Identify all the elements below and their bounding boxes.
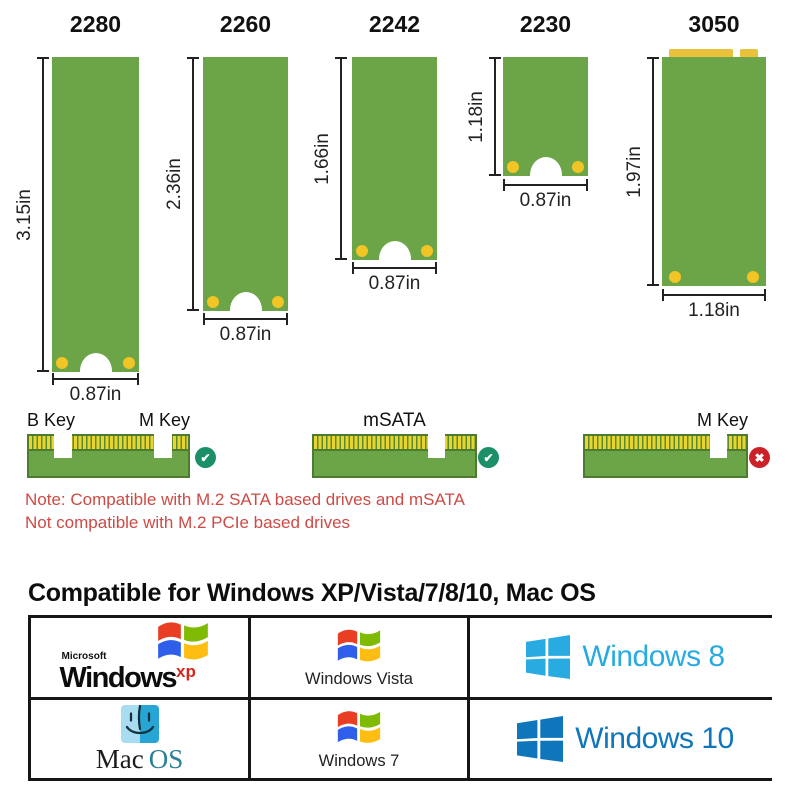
screw-notch [529,157,562,176]
m-key-notch [154,434,172,458]
os-compatibility-heading: Compatible for Windows XP/Vista/7/8/10, … [28,579,596,607]
mount-hole [421,245,433,257]
mac-wordmark: Mac [95,744,144,775]
connector-tab [669,49,733,57]
mount-hole [123,357,135,369]
xp-suffix: xp [176,662,196,682]
width-dimension-label: 0.87in [519,190,572,211]
windows-xp-logo: Microsoft Windowsxp [60,621,220,693]
finder-icon [120,704,160,744]
windows-xp-cell: Microsoft Windowsxp [31,618,248,697]
windows-tile-icon [526,635,570,679]
card-label-2280: 2280 [69,11,122,37]
dimension-line-horizontal [203,313,288,325]
b-key-notch [54,434,72,458]
m-key-notch [710,434,727,458]
compatibility-note: Note: Compatible with M.2 SATA based dri… [25,488,465,534]
windows-flag-icon [336,626,382,667]
width-dimension-label: 1.18in [688,300,740,321]
note-line-1: Note: Compatible with M.2 SATA based dri… [25,490,465,509]
windows-flag-icon [336,707,382,749]
dimension-line-horizontal [662,289,766,301]
mount-hole [572,161,584,173]
screw-notch [229,292,262,311]
m-key-connector [583,434,748,478]
mount-hole [56,357,68,369]
windows-8-wordmark: Windows 8 [582,640,725,674]
dimension-line-vertical [37,57,49,372]
msata-connector [312,434,477,478]
cross-icon: ✖ [749,447,770,468]
b-key-label: B Key [27,410,76,430]
mount-hole [272,296,284,308]
card-label-2242: 2242 [368,11,421,37]
dimension-line-horizontal [52,373,139,385]
os-compatibility-table: Microsoft Windowsxp Windows Vista Window… [28,615,781,781]
width-dimension-label: 0.87in [219,324,272,345]
mount-hole [747,271,759,283]
ssd-card-2280 [52,57,139,372]
height-dimension-label: 1.97in [624,145,645,198]
gold-fingers [312,434,477,451]
ssd-card-2230 [503,57,588,176]
height-dimension-label: 2.36in [164,158,185,210]
b-m-key-connector [27,434,190,478]
gold-fingers [583,434,748,451]
mount-hole [356,245,368,257]
dimension-line-vertical [335,57,347,260]
height-dimension-label: 1.66in [312,132,333,185]
windows-10-wordmark: Windows 10 [575,721,734,755]
mount-hole [669,271,681,283]
dimension-line-vertical [647,57,659,286]
ssd-card-2260 [203,57,288,311]
m-key-only-label: M Key [696,410,748,430]
card-label-2260: 2260 [219,11,272,37]
dimension-line-horizontal [503,179,588,191]
check-icon: ✔ [478,447,499,468]
screw-notch [79,353,112,372]
windows-7-wordmark: Windows 7 [318,751,400,770]
msata-notch [428,434,445,458]
dimension-line-vertical [187,57,199,311]
note-line-2: Not compatible with M.2 PCIe based drive… [25,513,351,532]
microsoft-wordmark: Microsoft [61,651,107,663]
mount-hole [507,161,519,173]
ssd-card-3050 [662,49,766,286]
dimension-line-horizontal [352,262,437,274]
windows-vista-cell: Windows Vista [251,618,467,697]
windows-tile-icon [517,716,563,762]
windows-7-cell: Windows 7 [251,699,467,778]
os-wordmark: OS [148,744,184,775]
dimension-line-vertical [489,57,501,176]
windows-wordmark: Windows [59,662,178,695]
m-key-label: M Key [138,410,190,430]
mac-os-cell: Mac OS [31,699,248,778]
height-dimension-label: 3.15in [14,188,35,241]
mount-hole [207,296,219,308]
ssd-card-2242 [352,57,437,260]
width-dimension-label: 0.87in [368,273,421,294]
card-label-3050: 3050 [688,11,740,37]
width-dimension-label: 0.87in [69,384,122,405]
card-label-2230: 2230 [519,11,572,37]
check-icon: ✔ [195,447,216,468]
windows-8-cell: Windows 8 [470,618,781,697]
windows-vista-wordmark: Windows Vista [305,669,413,688]
height-dimension-label: 1.18in [466,90,487,143]
windows-10-cell: Windows 10 [470,699,781,778]
screw-notch [378,241,411,260]
connector-tab [740,49,758,57]
msata-label: mSATA [363,410,426,431]
